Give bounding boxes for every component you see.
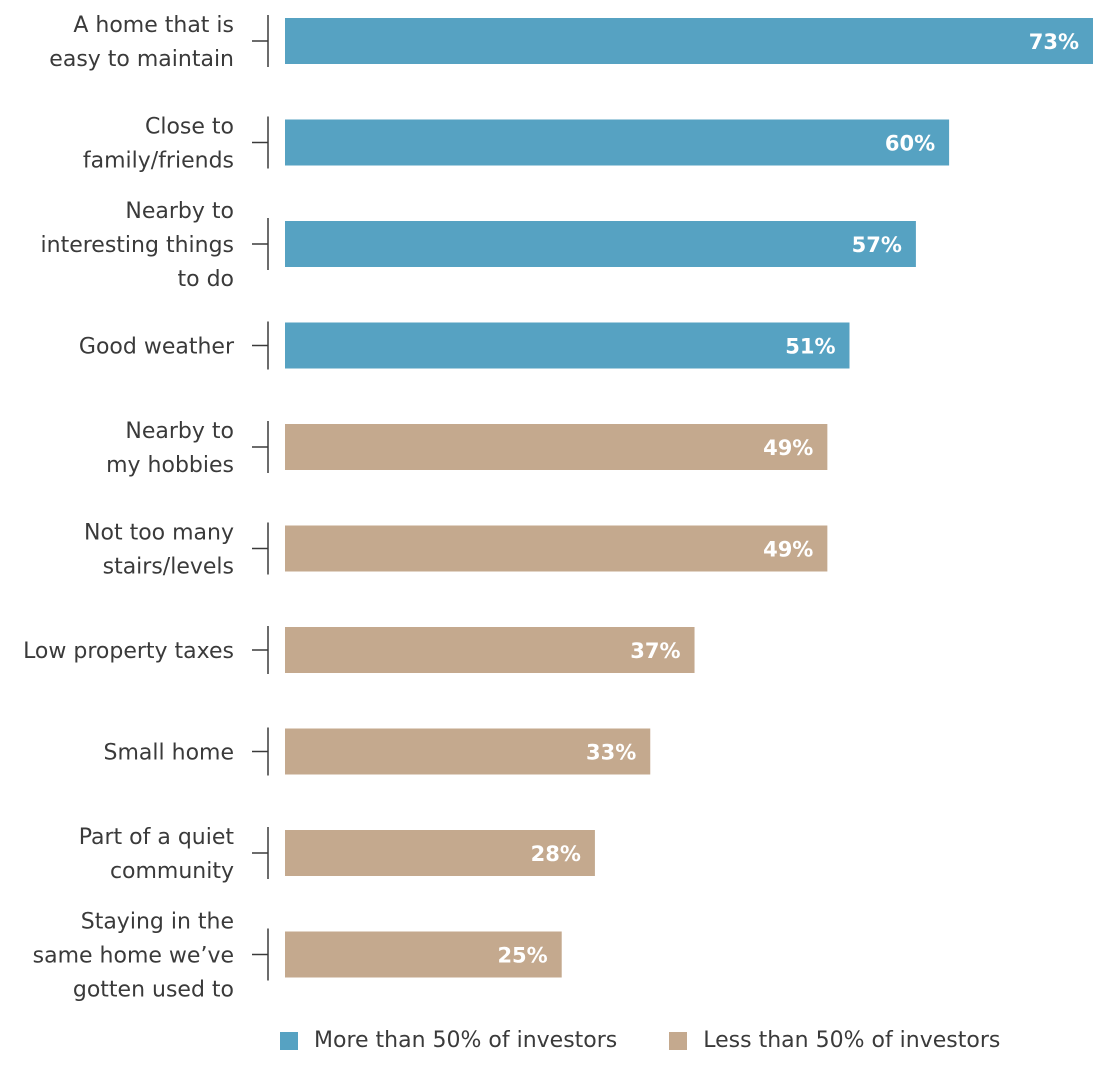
- category-label-line: Small home: [104, 741, 234, 766]
- category-label-line: my hobbies: [106, 453, 234, 478]
- category-label-line: family/friends: [83, 149, 234, 174]
- category-label: Small home: [104, 741, 234, 766]
- bar: [285, 322, 850, 369]
- bar-value-label: 51%: [785, 335, 835, 359]
- legend-swatch-less: [669, 1031, 688, 1050]
- category-label-line: community: [110, 859, 234, 884]
- bar: [285, 525, 828, 572]
- category-label-line: Low property taxes: [23, 639, 234, 664]
- legend-label-less: Less than 50% of investors: [703, 1028, 1001, 1053]
- category-label-line: interesting things: [41, 233, 234, 258]
- category-label-line: A home that is: [73, 13, 234, 38]
- bar-value-label: 60%: [885, 132, 935, 156]
- category-label-line: Part of a quiet: [79, 825, 235, 850]
- category-label-line: Staying in the: [81, 910, 234, 935]
- category-label: Close to family/friends: [83, 115, 234, 174]
- legend: More than 50% of investors Less than 50%…: [280, 1028, 1000, 1053]
- category-label-line: stairs/levels: [103, 555, 234, 580]
- legend-swatch-more: [280, 1031, 298, 1050]
- category-label-line: Good weather: [79, 335, 235, 360]
- category-label-line: easy to maintain: [49, 47, 234, 72]
- bar: [285, 119, 950, 166]
- bar: [285, 627, 695, 673]
- legend-item-less: Less than 50% of investors: [669, 1028, 1000, 1053]
- bar-value-label: 49%: [763, 436, 813, 460]
- category-label: Low property taxes: [23, 639, 234, 664]
- bar: [285, 18, 1093, 64]
- bar: [285, 424, 828, 470]
- category-label: A home that is easy to maintain: [49, 13, 234, 72]
- bar: [285, 221, 916, 267]
- bar-value-label: 25%: [497, 944, 547, 968]
- category-label: Nearby to my hobbies: [106, 419, 234, 478]
- legend-item-more: More than 50% of investors: [280, 1028, 617, 1053]
- category-label: Not too many stairs/levels: [84, 521, 234, 580]
- category-label-line: gotten used to: [73, 978, 234, 1003]
- legend-label-more: More than 50% of investors: [314, 1028, 618, 1053]
- category-label-line: to do: [177, 267, 234, 292]
- category-label-line: same home we’ve: [33, 944, 234, 969]
- category-label: Part of a quiet community: [79, 825, 235, 884]
- bar-value-label: 28%: [531, 842, 581, 866]
- category-label: Nearby to interesting things to do: [41, 199, 234, 292]
- bar-value-label: 33%: [586, 741, 636, 765]
- category-label-line: Close to: [145, 115, 234, 140]
- category-label: Staying in the same home we’ve gotten used…: [33, 910, 234, 1003]
- bar-value-label: 49%: [763, 538, 813, 562]
- bar-value-label: 37%: [630, 639, 680, 663]
- bar: [285, 931, 562, 978]
- bar-value-label: 57%: [852, 233, 902, 257]
- bar: [285, 830, 595, 876]
- category-label-line: Nearby to: [125, 419, 234, 444]
- bar-value-label: 73%: [1029, 30, 1079, 54]
- bar: [285, 728, 651, 775]
- category-label-line: Nearby to: [125, 199, 234, 224]
- category-label: Good weather: [79, 335, 235, 360]
- category-label-line: Not too many: [84, 521, 234, 546]
